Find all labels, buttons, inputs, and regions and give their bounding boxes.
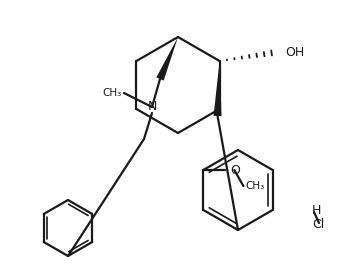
Text: N: N bbox=[147, 100, 157, 113]
Text: H: H bbox=[311, 203, 321, 217]
Text: CH₃: CH₃ bbox=[103, 88, 122, 98]
Text: Cl: Cl bbox=[312, 218, 324, 231]
Text: CH₃: CH₃ bbox=[246, 181, 265, 191]
Polygon shape bbox=[156, 37, 178, 81]
Text: OH: OH bbox=[285, 46, 305, 60]
Polygon shape bbox=[213, 61, 221, 116]
Text: O: O bbox=[230, 163, 240, 176]
